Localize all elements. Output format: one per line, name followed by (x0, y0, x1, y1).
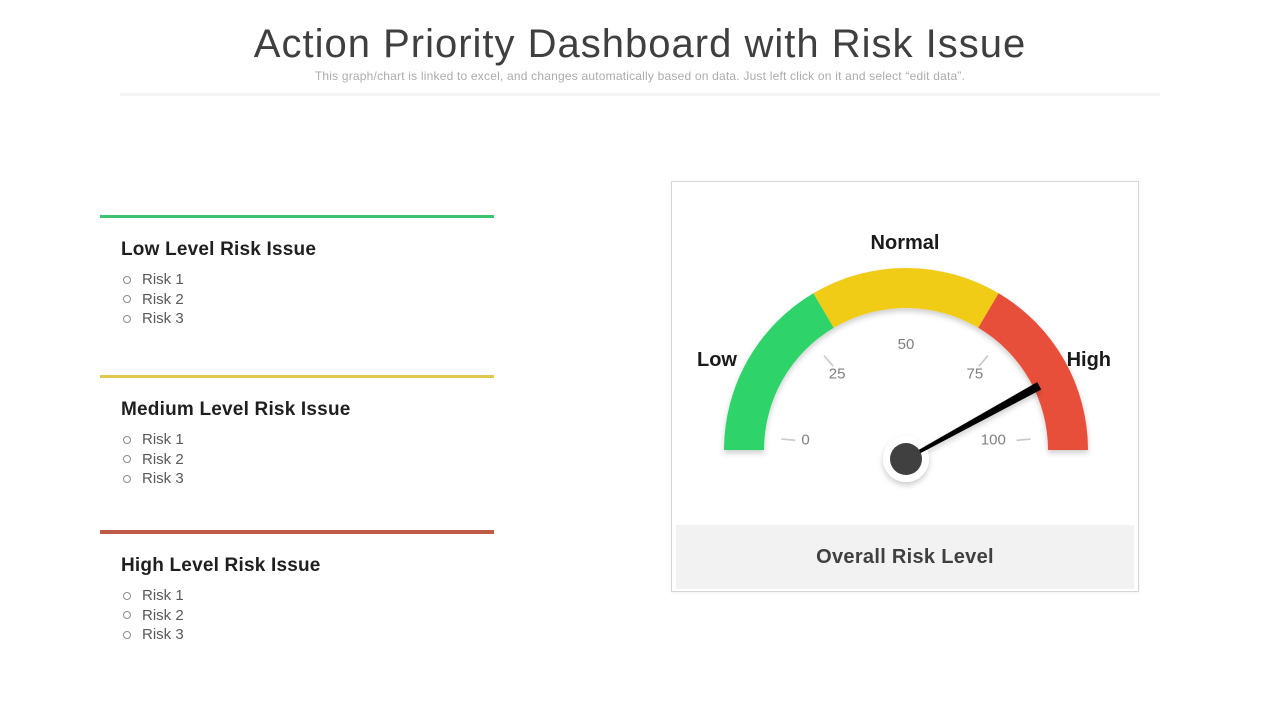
gauge-tick-label: 25 (829, 366, 846, 383)
risk-item: Risk 1 (121, 430, 494, 450)
circle-bullet-icon (123, 455, 131, 464)
accent-bar-high (100, 530, 494, 534)
ring-segment-normal (813, 267, 999, 328)
risk-section-high: High Level Risk Issue Risk 1 Risk 2 Risk… (100, 530, 494, 645)
risk-item: Risk 2 (121, 290, 494, 310)
risk-item: Risk 1 (121, 586, 494, 606)
risk-item: Risk 3 (121, 469, 494, 489)
circle-bullet-icon (123, 474, 131, 483)
accent-bar-low (100, 215, 494, 218)
gauge-label-high: High (1066, 349, 1111, 371)
ring-segment-high (978, 293, 1088, 450)
circle-bullet-icon (123, 435, 131, 444)
risk-item-label: Risk 3 (142, 310, 184, 327)
circle-bullet-icon (123, 275, 131, 284)
gauge-tick-label: 50 (898, 336, 915, 353)
gauge-tick (978, 355, 989, 367)
circle-bullet-icon (123, 591, 131, 600)
risk-item-label: Risk 1 (142, 271, 184, 288)
gauge-tick (781, 438, 796, 442)
risk-item: Risk 2 (121, 606, 494, 626)
risk-item-label: Risk 1 (142, 587, 184, 604)
section-heading-medium: Medium Level Risk Issue (121, 399, 351, 420)
gauge-tick (823, 355, 834, 367)
circle-bullet-icon (123, 295, 131, 304)
risk-section-medium: Medium Level Risk Issue Risk 1 Risk 2 Ri… (100, 375, 494, 489)
risk-item: Risk 1 (121, 270, 494, 290)
risk-list-high: Risk 1 Risk 2 Risk 3 (121, 586, 494, 645)
gauge-ring (724, 267, 1088, 450)
gauge-label-low: Low (697, 349, 737, 371)
page-subtitle: This graph/chart is linked to excel, and… (314, 69, 966, 83)
accent-bar-medium (100, 375, 494, 378)
risk-item-label: Risk 2 (142, 450, 184, 468)
risk-list-low: Risk 1 Risk 2 Risk 3 (121, 270, 494, 329)
risk-item-label: Risk 1 (142, 431, 184, 448)
risk-item-label: Risk 2 (142, 290, 184, 308)
circle-bullet-icon (123, 314, 131, 323)
gauge-card[interactable]: 0 25 50 75 100 Normal Low High Overall Risk … (671, 181, 1139, 592)
gauge-footer: Overall Risk Level (676, 525, 1134, 589)
gauge-tick-label: 100 (981, 431, 1006, 448)
page-title: Action Priority Dashboard with Risk Issu… (253, 22, 1027, 66)
risk-item: Risk 3 (121, 625, 494, 645)
section-heading-high: High Level Risk Issue (121, 555, 321, 576)
circle-bullet-icon (123, 611, 131, 620)
risk-section-low: Low Level Risk Issue Risk 1 Risk 2 Risk … (100, 215, 494, 329)
risk-item-label: Risk 3 (142, 626, 184, 643)
risk-item-label: Risk 2 (142, 606, 184, 624)
gauge-tick (1016, 438, 1031, 442)
risk-list-medium: Risk 1 Risk 2 Risk 3 (121, 430, 494, 489)
risk-item: Risk 3 (121, 309, 494, 329)
gauge-chart: 0 25 50 75 100 (724, 267, 1088, 482)
needle-hub (890, 443, 922, 475)
gauge-label-normal: Normal (870, 232, 940, 254)
section-heading-low: Low Level Risk Issue (121, 239, 317, 260)
gauge-tick-label: 0 (801, 431, 809, 448)
circle-bullet-icon (123, 630, 131, 639)
risk-item-label: Risk 3 (142, 470, 184, 487)
risk-item: Risk 2 (121, 450, 494, 470)
gauge-footer-label: Overall Risk Level (816, 545, 994, 568)
ring-segment-low (724, 293, 834, 450)
gauge-tick-label: 75 (967, 366, 984, 383)
header-divider (120, 93, 1160, 96)
gauge-needle (905, 382, 1042, 461)
